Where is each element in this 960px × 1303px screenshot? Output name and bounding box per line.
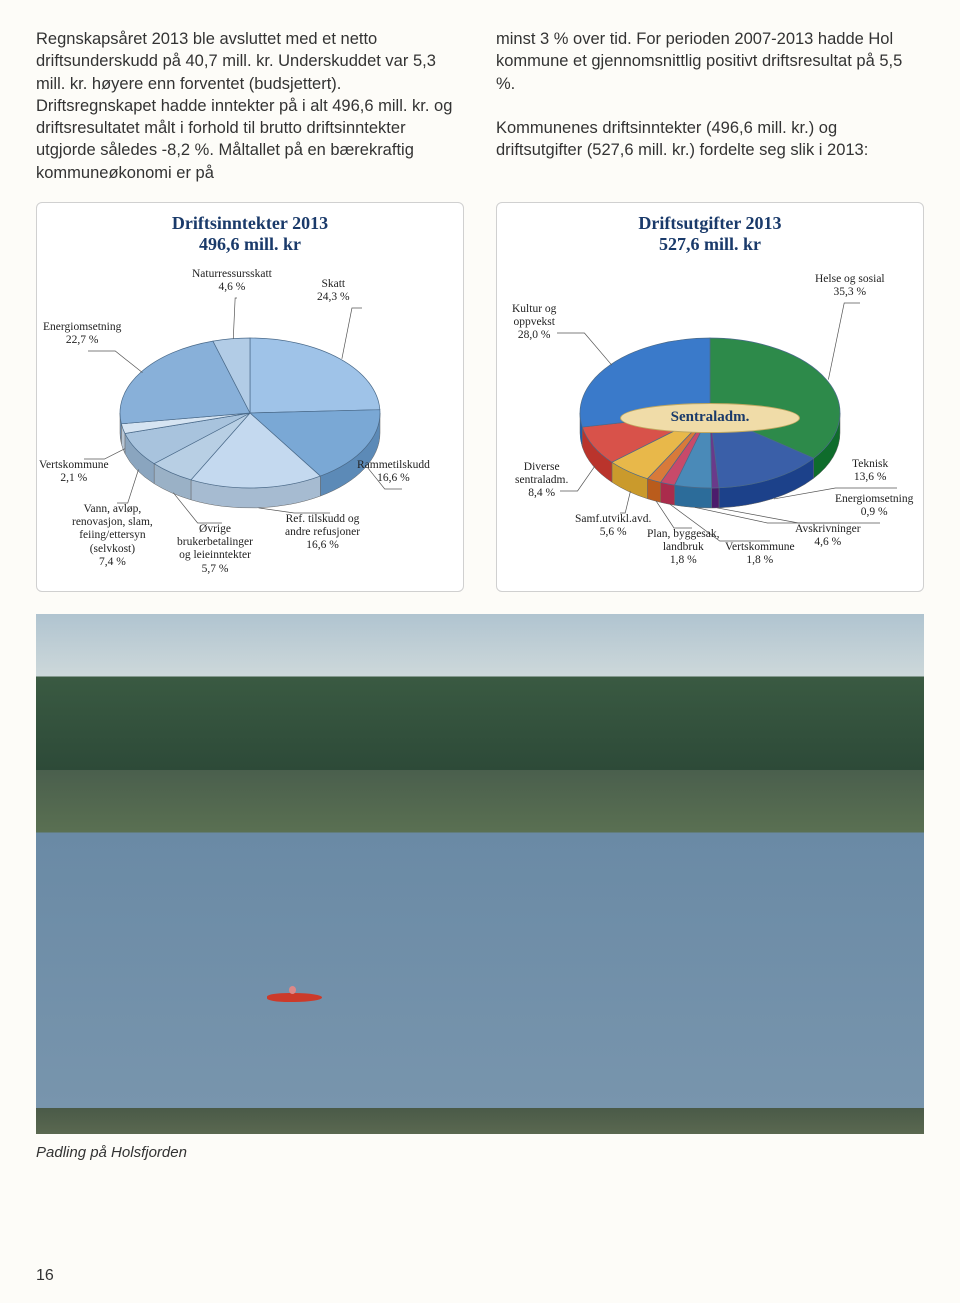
photo-caption: Padling på Holsfjorden: [36, 1144, 924, 1161]
center-ellipse-label: Sentraladm.: [620, 403, 800, 433]
income-pie-chart: Driftsinntekter 2013 496,6 mill. kr Skat…: [36, 202, 464, 592]
body-text-left: Regnskapsåret 2013 ble avsluttet med et …: [36, 28, 464, 184]
page-number: 16: [36, 1267, 54, 1285]
kayak-graphic: [267, 993, 322, 1002]
expense-pie-chart: Driftsutgifter 2013 527,6 mill. kr Helse…: [496, 202, 924, 592]
body-text-right: minst 3 % over tid. For perioden 2007-20…: [496, 28, 924, 184]
landscape-photo: [36, 614, 924, 1134]
